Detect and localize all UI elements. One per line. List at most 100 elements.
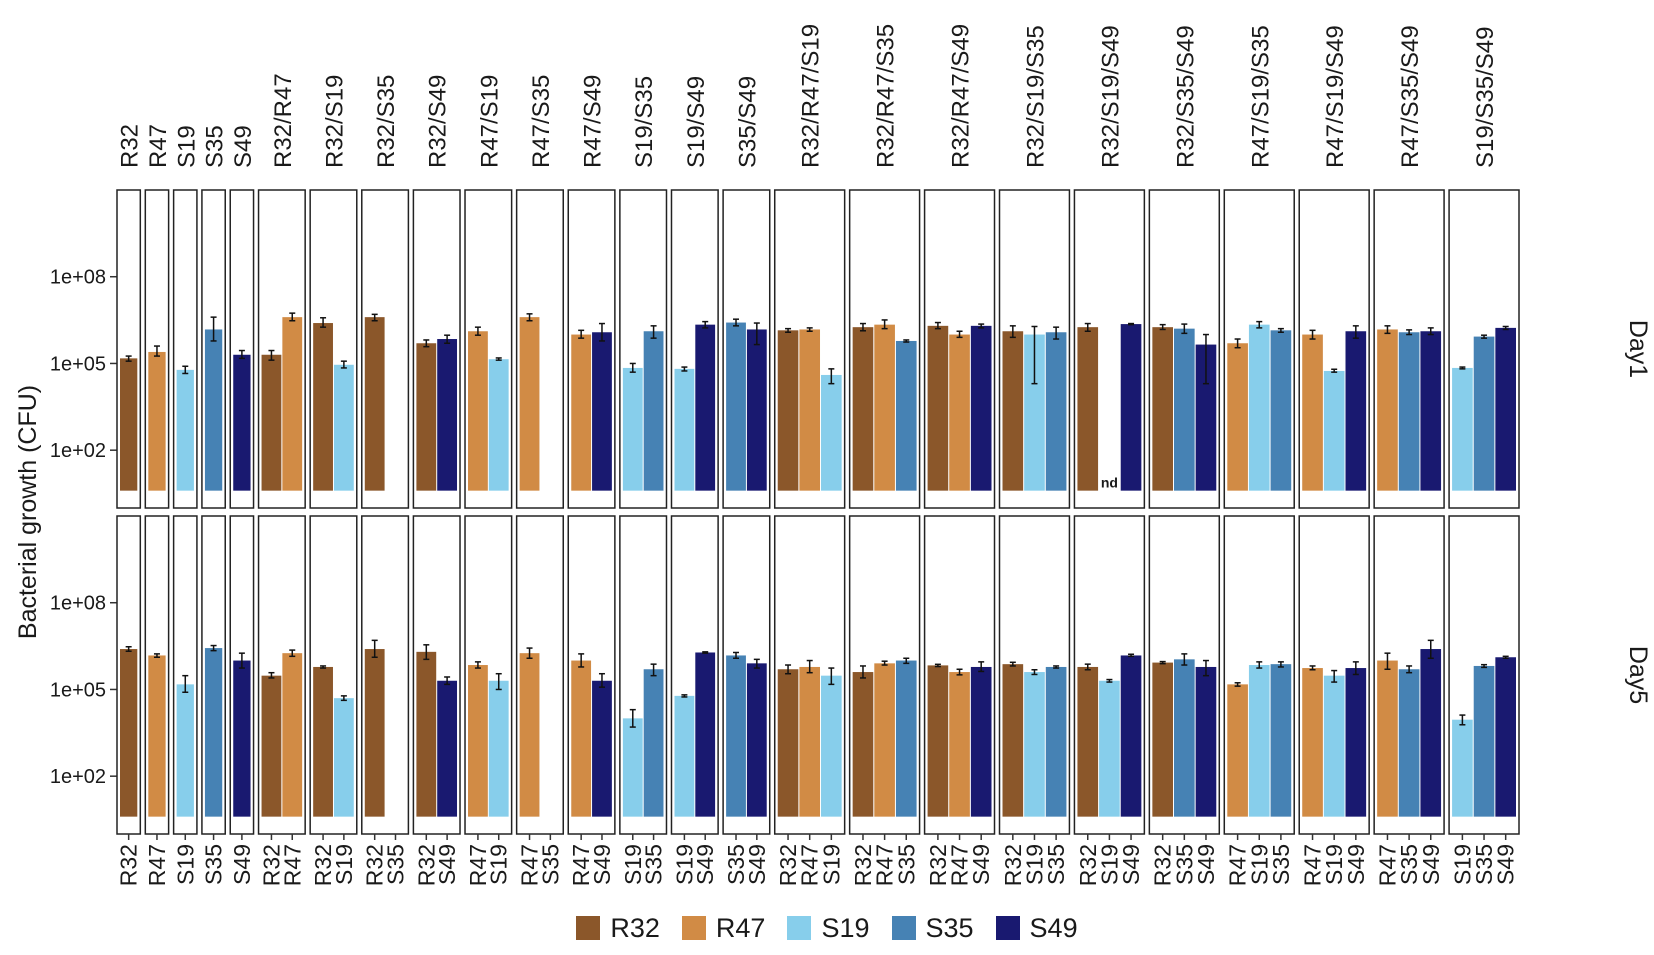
bar-S35 [1174,659,1195,817]
panel-strip-label: R32/R47/S35 [873,24,900,168]
x-tick-label: R32 [310,844,336,886]
legend-item-s35: S35 [891,913,974,944]
bar-R47 [1302,668,1323,817]
x-tick-label: S35 [723,844,749,885]
bar-S19 [1323,370,1345,491]
bar-R32 [416,343,437,491]
bar-R32 [120,358,138,491]
panel-strip-label: S49 [230,125,257,168]
x-tick-label: S19 [1096,844,1122,885]
x-tick-label: S49 [1193,844,1219,885]
bar-S19 [821,374,842,491]
panel-frame [1448,189,1520,509]
bar-R47 [282,317,303,491]
bar-R32 [313,666,333,817]
panel-strip-label: R32/R47 [270,73,297,168]
y-tick-label: 1e+08 [50,267,106,289]
x-tick-label: R32 [1000,844,1026,886]
panel-frame [412,515,461,835]
panel-strip-label: R47/S35/S49 [1397,25,1424,168]
bar-S49 [1420,649,1442,817]
bar-R47 [519,653,540,817]
bar-S35 [726,322,746,491]
panel-frame [619,515,668,835]
row-strip-label: Day1 [1624,320,1652,378]
bar-S49 [746,329,767,491]
x-tick-label: R47 [1300,844,1326,886]
panel-frame [722,189,771,509]
bar-R47 [1377,660,1398,817]
panel-frame [361,189,410,509]
panel-strip-label: R32/S19/S35 [1022,25,1049,168]
x-tick-label: S35 [201,844,227,885]
bar-S35 [895,660,917,817]
panel-strip-label: R47/S19 [476,75,503,168]
panel-frame [722,515,771,835]
x-tick-label: S49 [229,844,255,885]
bar-S19 [333,364,354,491]
bar-R47 [571,660,592,817]
bar-S35 [1398,332,1420,491]
bar-R47 [1227,343,1248,491]
bar-S49 [970,325,992,491]
bar-S19 [176,369,194,491]
x-tick-label: R32 [258,844,284,886]
panel-frame [1073,189,1146,509]
bar-R32 [120,649,138,817]
panel-strip-label: R32/S19 [321,75,348,168]
bar-R32 [261,675,282,817]
bar-R47 [148,351,166,491]
x-tick-label: S49 [1493,844,1519,885]
bar-S19 [821,675,842,817]
bar-R47 [519,317,540,491]
bar-S49 [437,339,458,491]
x-tick-label: R47 [1225,844,1251,886]
panel-frame [309,515,358,835]
bar-S35 [1473,336,1495,491]
bar-R47 [799,329,821,491]
panel-frame [567,515,616,835]
bar-R47 [468,665,488,817]
x-tick-label: R47 [279,844,305,886]
x-tick-label: S49 [968,844,994,885]
bar-S19 [1452,367,1473,491]
bar-S35 [1045,666,1067,817]
bar-R47 [949,334,970,491]
panel-frame [1373,189,1445,509]
bar-R32 [364,317,385,491]
bar-R32 [364,649,385,817]
panel-frame [201,189,226,509]
bar-S35 [1473,665,1495,817]
bar-S19 [1248,665,1270,817]
bar-S49 [1495,327,1516,491]
bar-S19 [622,367,643,491]
panel-frame [229,189,255,509]
x-tick-label: S49 [434,844,460,885]
x-tick-label: S35 [1268,844,1294,885]
y-axis-title: Bacterial growth (CFU) [14,385,42,639]
legend-swatch [576,916,601,940]
bar-S35 [204,648,223,817]
x-tick-label: R32 [925,844,951,886]
bar-S49 [1195,344,1217,491]
x-tick-label: S49 [692,844,718,885]
panel-frame [464,515,513,835]
x-tick-label: R47 [568,844,594,886]
bar-S49 [592,332,612,491]
bar-S35 [643,669,664,817]
bar-R47 [282,653,303,817]
bar-S35 [1398,669,1420,817]
y-tick-label: 1e+02 [50,766,106,788]
bar-R32 [927,665,949,817]
bar-S19 [1248,324,1270,491]
y-tick-label: 1e+02 [50,440,106,462]
panel-strip-label: S35/S49 [734,76,761,168]
panel-frame [257,515,306,835]
bar-S19 [333,698,354,817]
x-tick-label: R47 [144,844,170,886]
bar-S49 [970,666,992,817]
legend-swatch [891,916,916,940]
panel-strip-label: R32/R47/S49 [948,24,975,168]
bar-S49 [1120,324,1142,491]
bar-S49 [1195,666,1217,817]
